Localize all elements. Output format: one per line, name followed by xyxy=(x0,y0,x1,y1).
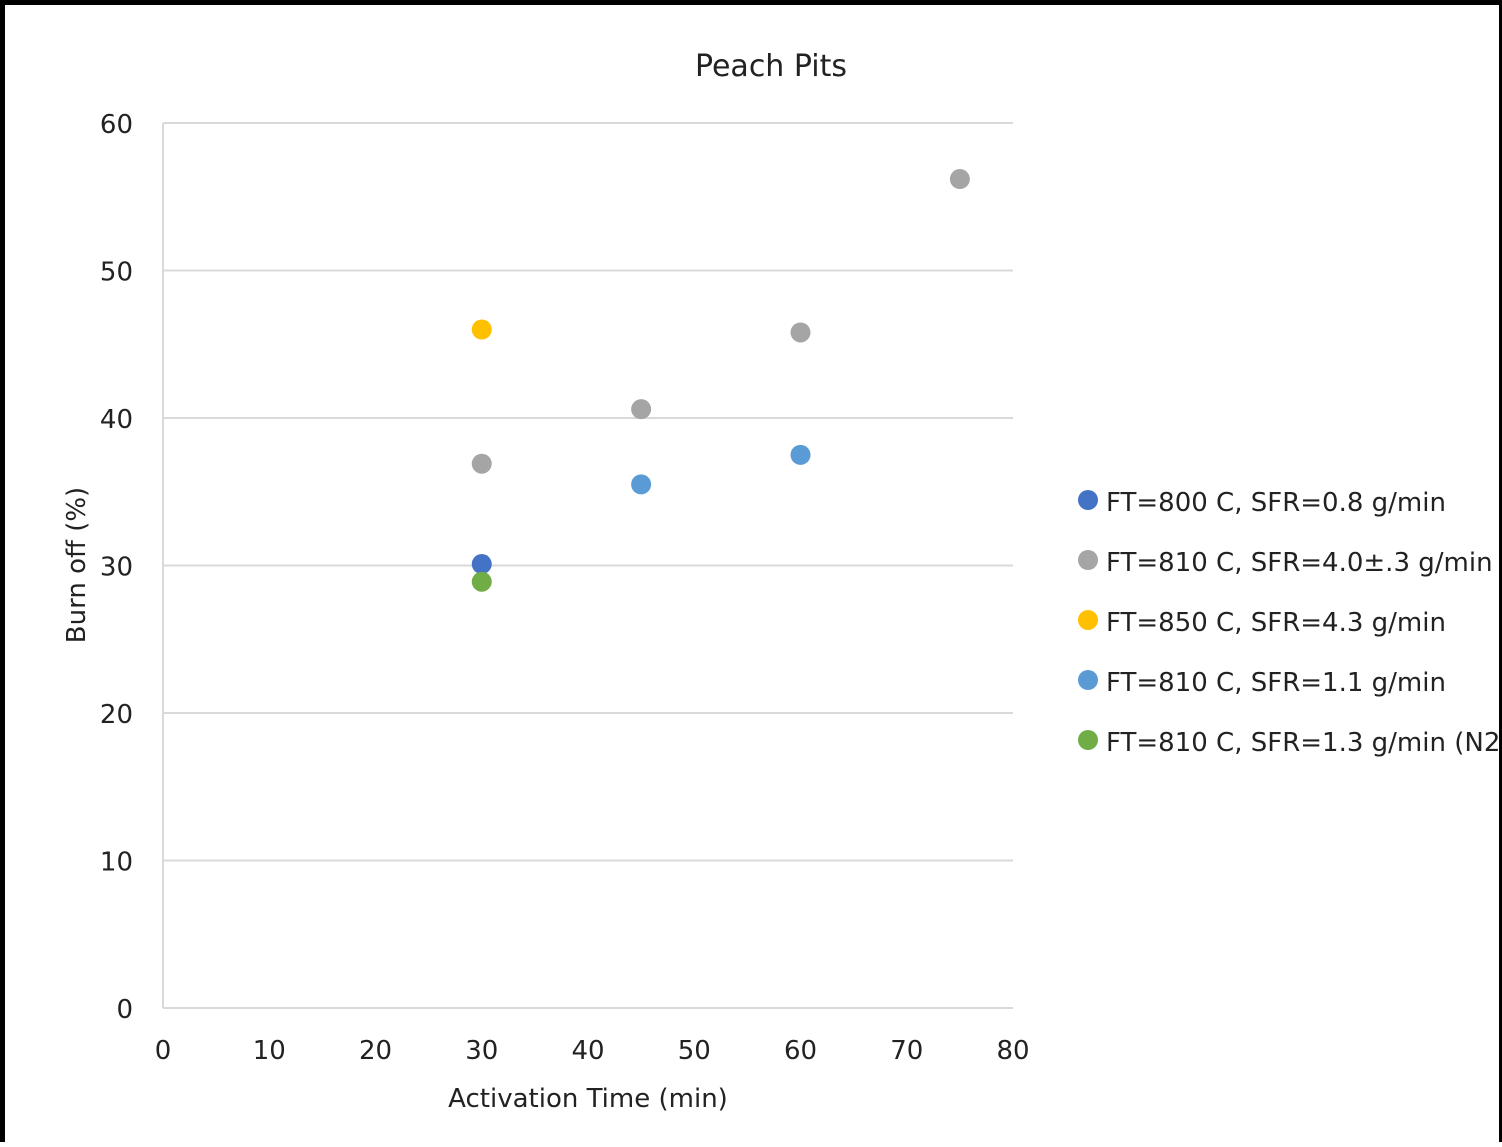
x-tick-label: 70 xyxy=(890,1036,923,1066)
tick-labels: 0 10 20 30 40 50 60 0 10 20 30 40 50 60 70 80 xyxy=(100,110,1030,1066)
data-point xyxy=(471,453,492,474)
y-axis-title: Burn off (%) xyxy=(62,487,92,643)
legend-label: FT=850 C, SFR=4.3 g/min xyxy=(1106,608,1446,638)
data-point xyxy=(471,554,492,575)
data-point xyxy=(949,169,970,190)
x-tick-label: 40 xyxy=(571,1036,604,1066)
data-point xyxy=(631,399,652,420)
legend: FT=800 C, SFR=0.8 g/min FT=810 C, SFR=4.0… xyxy=(1078,488,1502,758)
legend-label: FT=800 C, SFR=0.8 g/min xyxy=(1106,488,1446,518)
legend-label: FT=810 C, SFR=1.1 g/min xyxy=(1106,668,1446,698)
y-tick-label: 50 xyxy=(100,258,133,288)
axes xyxy=(162,123,1013,1009)
y-tick-label: 20 xyxy=(100,700,133,730)
data-point xyxy=(790,322,811,343)
gridlines xyxy=(163,122,1013,862)
legend-marker xyxy=(1078,670,1098,690)
y-tick-label: 30 xyxy=(100,553,133,583)
x-tick-label: 60 xyxy=(784,1036,817,1066)
y-tick-label: 0 xyxy=(116,995,133,1025)
legend-marker xyxy=(1078,490,1098,510)
legend-label: FT=810 C, SFR=4.0±.3 g/min xyxy=(1106,548,1493,578)
data-point xyxy=(471,571,492,592)
data-point xyxy=(790,444,811,465)
x-tick-label: 80 xyxy=(996,1036,1029,1066)
x-tick-label: 50 xyxy=(678,1036,711,1066)
y-tick-label: 60 xyxy=(100,110,133,140)
data-point xyxy=(631,474,652,495)
chart-title: Peach Pits xyxy=(695,49,847,84)
legend-label: FT=810 C, SFR=1.3 g/min (N2) xyxy=(1106,728,1502,758)
y-tick-label: 10 xyxy=(100,848,133,878)
scatter-chart: Peach Pits 0 10 20 30 40 50 60 0 10 20 30 40 50 60 70 8… xyxy=(62,49,1502,1114)
legend-marker xyxy=(1078,550,1098,570)
x-tick-label: 30 xyxy=(465,1036,498,1066)
legend-marker xyxy=(1078,730,1098,750)
data-point xyxy=(471,319,492,340)
y-tick-label: 40 xyxy=(100,405,133,435)
x-tick-label: 10 xyxy=(253,1036,286,1066)
x-tick-label: 0 xyxy=(155,1036,172,1066)
x-tick-label: 20 xyxy=(359,1036,392,1066)
data-points xyxy=(471,169,970,592)
x-axis-title: Activation Time (min) xyxy=(448,1084,728,1114)
legend-marker xyxy=(1078,610,1098,630)
